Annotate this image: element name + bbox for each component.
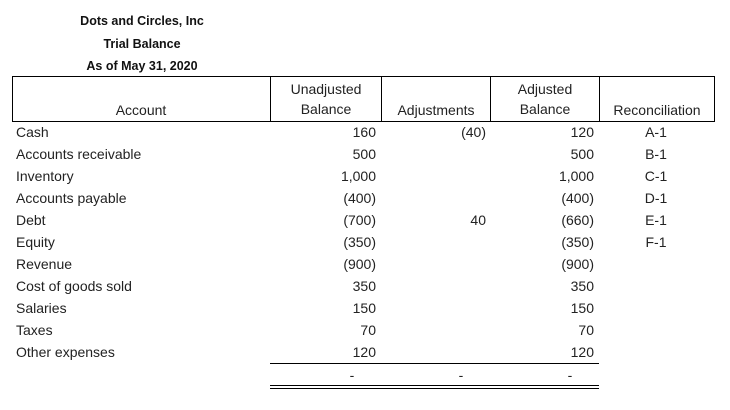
unadjusted-balance: 70: [360, 322, 376, 338]
table-row: Equity (350) (350) F-1: [0, 231, 730, 253]
adjusted-header-line2: Balance: [519, 101, 571, 117]
total-unadjusted: -: [349, 367, 355, 383]
header-right-border: [714, 76, 715, 122]
header-bottom-border: [12, 121, 715, 122]
account-header-label: Account: [115, 102, 167, 118]
adjusted-balance: 150: [570, 300, 594, 316]
unadjusted-balance: 120: [352, 344, 376, 360]
subtotal-rule: [270, 363, 599, 364]
column-header-account: Account: [12, 100, 270, 120]
header-divider-2: [381, 76, 382, 122]
reconciliation-ref: C-1: [644, 168, 668, 184]
adjusted-balance: (350): [561, 234, 594, 250]
account-name: Equity: [16, 234, 55, 250]
adjusted-header-line1: Adjusted: [517, 81, 573, 97]
account-name: Revenue: [16, 256, 73, 272]
double-underline-top: [270, 385, 599, 386]
unadjusted-balance: 500: [352, 146, 376, 162]
account-name: Salaries: [16, 300, 67, 316]
header-divider-1: [270, 76, 271, 122]
header-left-border: [12, 76, 13, 122]
account-name: Other expenses: [16, 344, 115, 360]
reconciliation-ref: B-1: [645, 146, 667, 162]
column-header-adjustments: Adjustments: [382, 100, 490, 120]
adjusted-balance: 500: [570, 146, 594, 162]
table-row: Taxes 70 70: [0, 319, 730, 341]
company-name: Dots and Circles, Inc: [80, 14, 204, 28]
unadjusted-header-line1: Unadjusted: [290, 81, 362, 97]
adjusted-balance: 350: [570, 278, 594, 294]
report-date: As of May 31, 2020: [86, 59, 198, 73]
adjustment-amount: (40): [461, 124, 486, 140]
adjustment-amount: 40: [470, 212, 486, 228]
adjusted-balance: (400): [561, 190, 594, 206]
reconciliation-ref: D-1: [644, 190, 668, 206]
account-name: Accounts payable: [16, 190, 127, 206]
total-adjusted: -: [567, 367, 573, 383]
reconciliation-ref: F-1: [645, 234, 667, 250]
table-row: Other expenses 120 120: [0, 341, 730, 363]
column-header-reconciliation: Reconciliation: [600, 100, 714, 120]
adjusted-balance: 70: [578, 322, 594, 338]
column-header-unadjusted: Unadjusted Balance: [271, 79, 381, 119]
unadjusted-balance: (400): [343, 190, 376, 206]
double-underline-bottom: [270, 388, 599, 389]
unadjusted-header-line2: Balance: [300, 101, 352, 117]
adjusted-balance: 1,000: [558, 168, 594, 184]
table-row: Accounts payable (400) (400) D-1: [0, 187, 730, 209]
table-row: Inventory 1,000 1,000 C-1: [0, 165, 730, 187]
header-top-border: [12, 76, 715, 77]
account-name: Cash: [16, 124, 49, 140]
account-name: Cost of goods sold: [16, 278, 132, 294]
unadjusted-balance: 150: [352, 300, 376, 316]
reconciliation-header-label: Reconciliation: [613, 102, 701, 118]
column-header-adjusted: Adjusted Balance: [491, 79, 599, 119]
account-name: Accounts receivable: [16, 146, 142, 162]
account-name: Taxes: [16, 322, 53, 338]
account-name: Inventory: [16, 168, 74, 184]
unadjusted-balance: (700): [343, 212, 376, 228]
adjusted-balance: 120: [570, 124, 594, 140]
table-row: Revenue (900) (900): [0, 253, 730, 275]
table-row: Debt (700) 40 (660) E-1: [0, 209, 730, 231]
header-divider-3: [490, 76, 491, 122]
header-divider-4: [599, 76, 600, 122]
adjustments-header-label: Adjustments: [397, 102, 475, 118]
account-name: Debt: [16, 212, 46, 228]
unadjusted-balance: (900): [343, 256, 376, 272]
reconciliation-ref: A-1: [645, 124, 667, 140]
unadjusted-balance: 350: [352, 278, 376, 294]
reconciliation-ref: E-1: [645, 212, 667, 228]
unadjusted-balance: 1,000: [340, 168, 376, 184]
table-row: Cost of goods sold 350 350: [0, 275, 730, 297]
unadjusted-balance: 160: [352, 124, 376, 140]
report-title: Trial Balance: [103, 37, 181, 51]
adjusted-balance: (660): [561, 212, 594, 228]
table-row: Cash 160 (40) 120 A-1: [0, 121, 730, 143]
total-adjustments: -: [458, 367, 464, 383]
table-row: Salaries 150 150: [0, 297, 730, 319]
table-row: Accounts receivable 500 500 B-1: [0, 143, 730, 165]
adjusted-balance: 120: [570, 344, 594, 360]
adjusted-balance: (900): [561, 256, 594, 272]
unadjusted-balance: (350): [343, 234, 376, 250]
